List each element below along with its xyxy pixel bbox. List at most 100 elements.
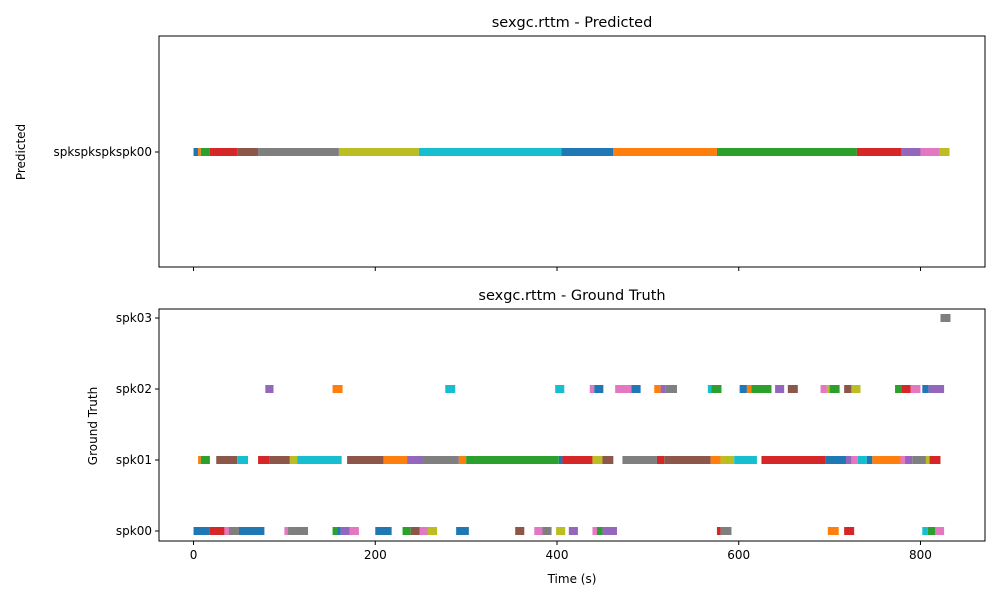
segment-spk00-23: [596, 527, 603, 535]
segment-spkspkspkspk00-8: [561, 148, 614, 156]
segment-spk00-10: [349, 527, 359, 535]
segment-spk01-42: [407, 456, 423, 464]
x-tick-label-600: 600: [727, 548, 750, 562]
segment-spk01-53: [710, 456, 721, 464]
segment-spk00-21: [568, 527, 578, 535]
segment-spk00-2: [224, 527, 229, 535]
segment-spkspkspkspk00-5: [258, 148, 339, 156]
predicted-chart-title: sexgc.rttm - Predicted: [492, 15, 653, 31]
segment-spk01-67: [929, 456, 941, 464]
segment-spk01-45: [466, 456, 559, 464]
segment-spk00-20: [556, 527, 566, 535]
segment-spk01-59: [851, 456, 858, 464]
segment-spk02-81: [739, 385, 747, 393]
segment-spk01-33: [200, 456, 210, 464]
segment-spk00-6: [288, 527, 309, 535]
segment-spk01-65: [912, 456, 926, 464]
segment-spk02-84: [775, 385, 785, 393]
segment-spk01-54: [720, 456, 735, 464]
x-tick-label-800: 800: [909, 548, 932, 562]
segment-spkspkspkspk00-11: [856, 148, 902, 156]
segment-spk02-95: [928, 385, 945, 393]
segment-spkspkspkspk00-9: [613, 148, 717, 156]
segment-spk00-7: [332, 527, 339, 535]
predicted-panel: sexgc.rttm - Predicted spkspkspkspk00 Pr…: [14, 15, 986, 271]
segment-spk00-28: [844, 527, 855, 535]
x-tick-label-0: 0: [190, 548, 198, 562]
segment-spk01-32: [198, 456, 201, 464]
y-tick-label-spk03: spk03: [116, 311, 152, 325]
segment-spk00-29: [922, 527, 928, 535]
segment-spk01-36: [258, 456, 270, 464]
segment-spkspkspkspk00-4: [237, 148, 259, 156]
segment-spk01-56: [761, 456, 826, 464]
segment-spk01-66: [925, 456, 930, 464]
segment-spk02-69: [332, 385, 343, 393]
segment-spk01-63: [900, 456, 906, 464]
segment-spk01-57: [825, 456, 846, 464]
segment-spk00-24: [602, 527, 617, 535]
ground-truth-axes-frame: [158, 308, 986, 542]
y-tick-label-spk00: spk00: [116, 524, 152, 538]
segment-spk02-89: [844, 385, 852, 393]
segment-spk01-49: [602, 456, 614, 464]
segment-spk01-48: [592, 456, 603, 464]
ground-truth-x-ticks: 0 200 400 600 800: [190, 541, 932, 562]
segment-spk02-74: [615, 385, 632, 393]
predicted-x-ticks: [193, 267, 921, 271]
segment-spk00-25: [716, 527, 721, 535]
segment-spk02-75: [631, 385, 641, 393]
segment-spk01-37: [269, 456, 290, 464]
segment-spk01-38: [289, 456, 298, 464]
segment-spk02-76: [654, 385, 661, 393]
segment-spk00-0: [193, 527, 210, 535]
segment-spk01-40: [347, 456, 384, 464]
segment-spk02-71: [555, 385, 565, 393]
ground-truth-panel: sexgc.rttm - Ground Truth spk00 spk01 spk0…: [86, 288, 986, 586]
predicted-segments: [193, 148, 950, 156]
segment-spk00-4: [238, 527, 265, 535]
x-axis-label: Time (s): [547, 572, 597, 586]
segment-spk01-44: [458, 456, 467, 464]
segment-spk00-27: [827, 527, 839, 535]
segment-spk00-19: [542, 527, 552, 535]
segment-spkspkspkspk00-2: [200, 148, 210, 156]
segment-spk01-52: [664, 456, 711, 464]
segment-spk02-72: [589, 385, 595, 393]
segment-spk01-47: [562, 456, 593, 464]
segment-spk02-87: [826, 385, 830, 393]
segment-spk01-46: [558, 456, 563, 464]
segment-spk00-9: [340, 527, 350, 535]
segment-spk01-58: [845, 456, 852, 464]
y-tick-label-spk02: spk02: [116, 382, 152, 396]
segment-spkspkspkspk00-1: [198, 148, 201, 156]
ground-truth-chart-title: sexgc.rttm - Ground Truth: [478, 288, 665, 304]
segment-spk00-12: [402, 527, 411, 535]
ground-truth-segments: [193, 314, 951, 535]
segment-spk01-43: [422, 456, 459, 464]
segment-spk00-18: [534, 527, 543, 535]
segment-spk02-94: [922, 385, 929, 393]
segment-spk02-85: [787, 385, 798, 393]
y-tick-label-spkspkspkspk00: spkspkspkspk00: [53, 145, 152, 159]
segment-spk01-35: [237, 456, 249, 464]
segment-spk00-15: [427, 527, 438, 535]
segment-spk01-39: [297, 456, 342, 464]
segment-spk02-82: [746, 385, 752, 393]
segment-spk00-3: [228, 527, 239, 535]
y-tick-label-spk01: spk01: [116, 453, 152, 467]
segment-spkspkspkspk00-7: [418, 148, 562, 156]
segment-spk00-16: [456, 527, 469, 535]
predicted-y-axis-label: Predicted: [14, 124, 28, 180]
segment-spk01-34: [216, 456, 238, 464]
segment-spk00-31: [935, 527, 945, 535]
segment-spk02-90: [851, 385, 861, 393]
x-tick-label-200: 200: [364, 548, 387, 562]
segment-spk01-62: [872, 456, 901, 464]
segment-spk00-11: [375, 527, 392, 535]
segment-spk02-73: [594, 385, 604, 393]
segment-spkspkspkspk00-10: [716, 148, 857, 156]
segment-spk02-83: [751, 385, 772, 393]
segment-spk01-50: [622, 456, 657, 464]
